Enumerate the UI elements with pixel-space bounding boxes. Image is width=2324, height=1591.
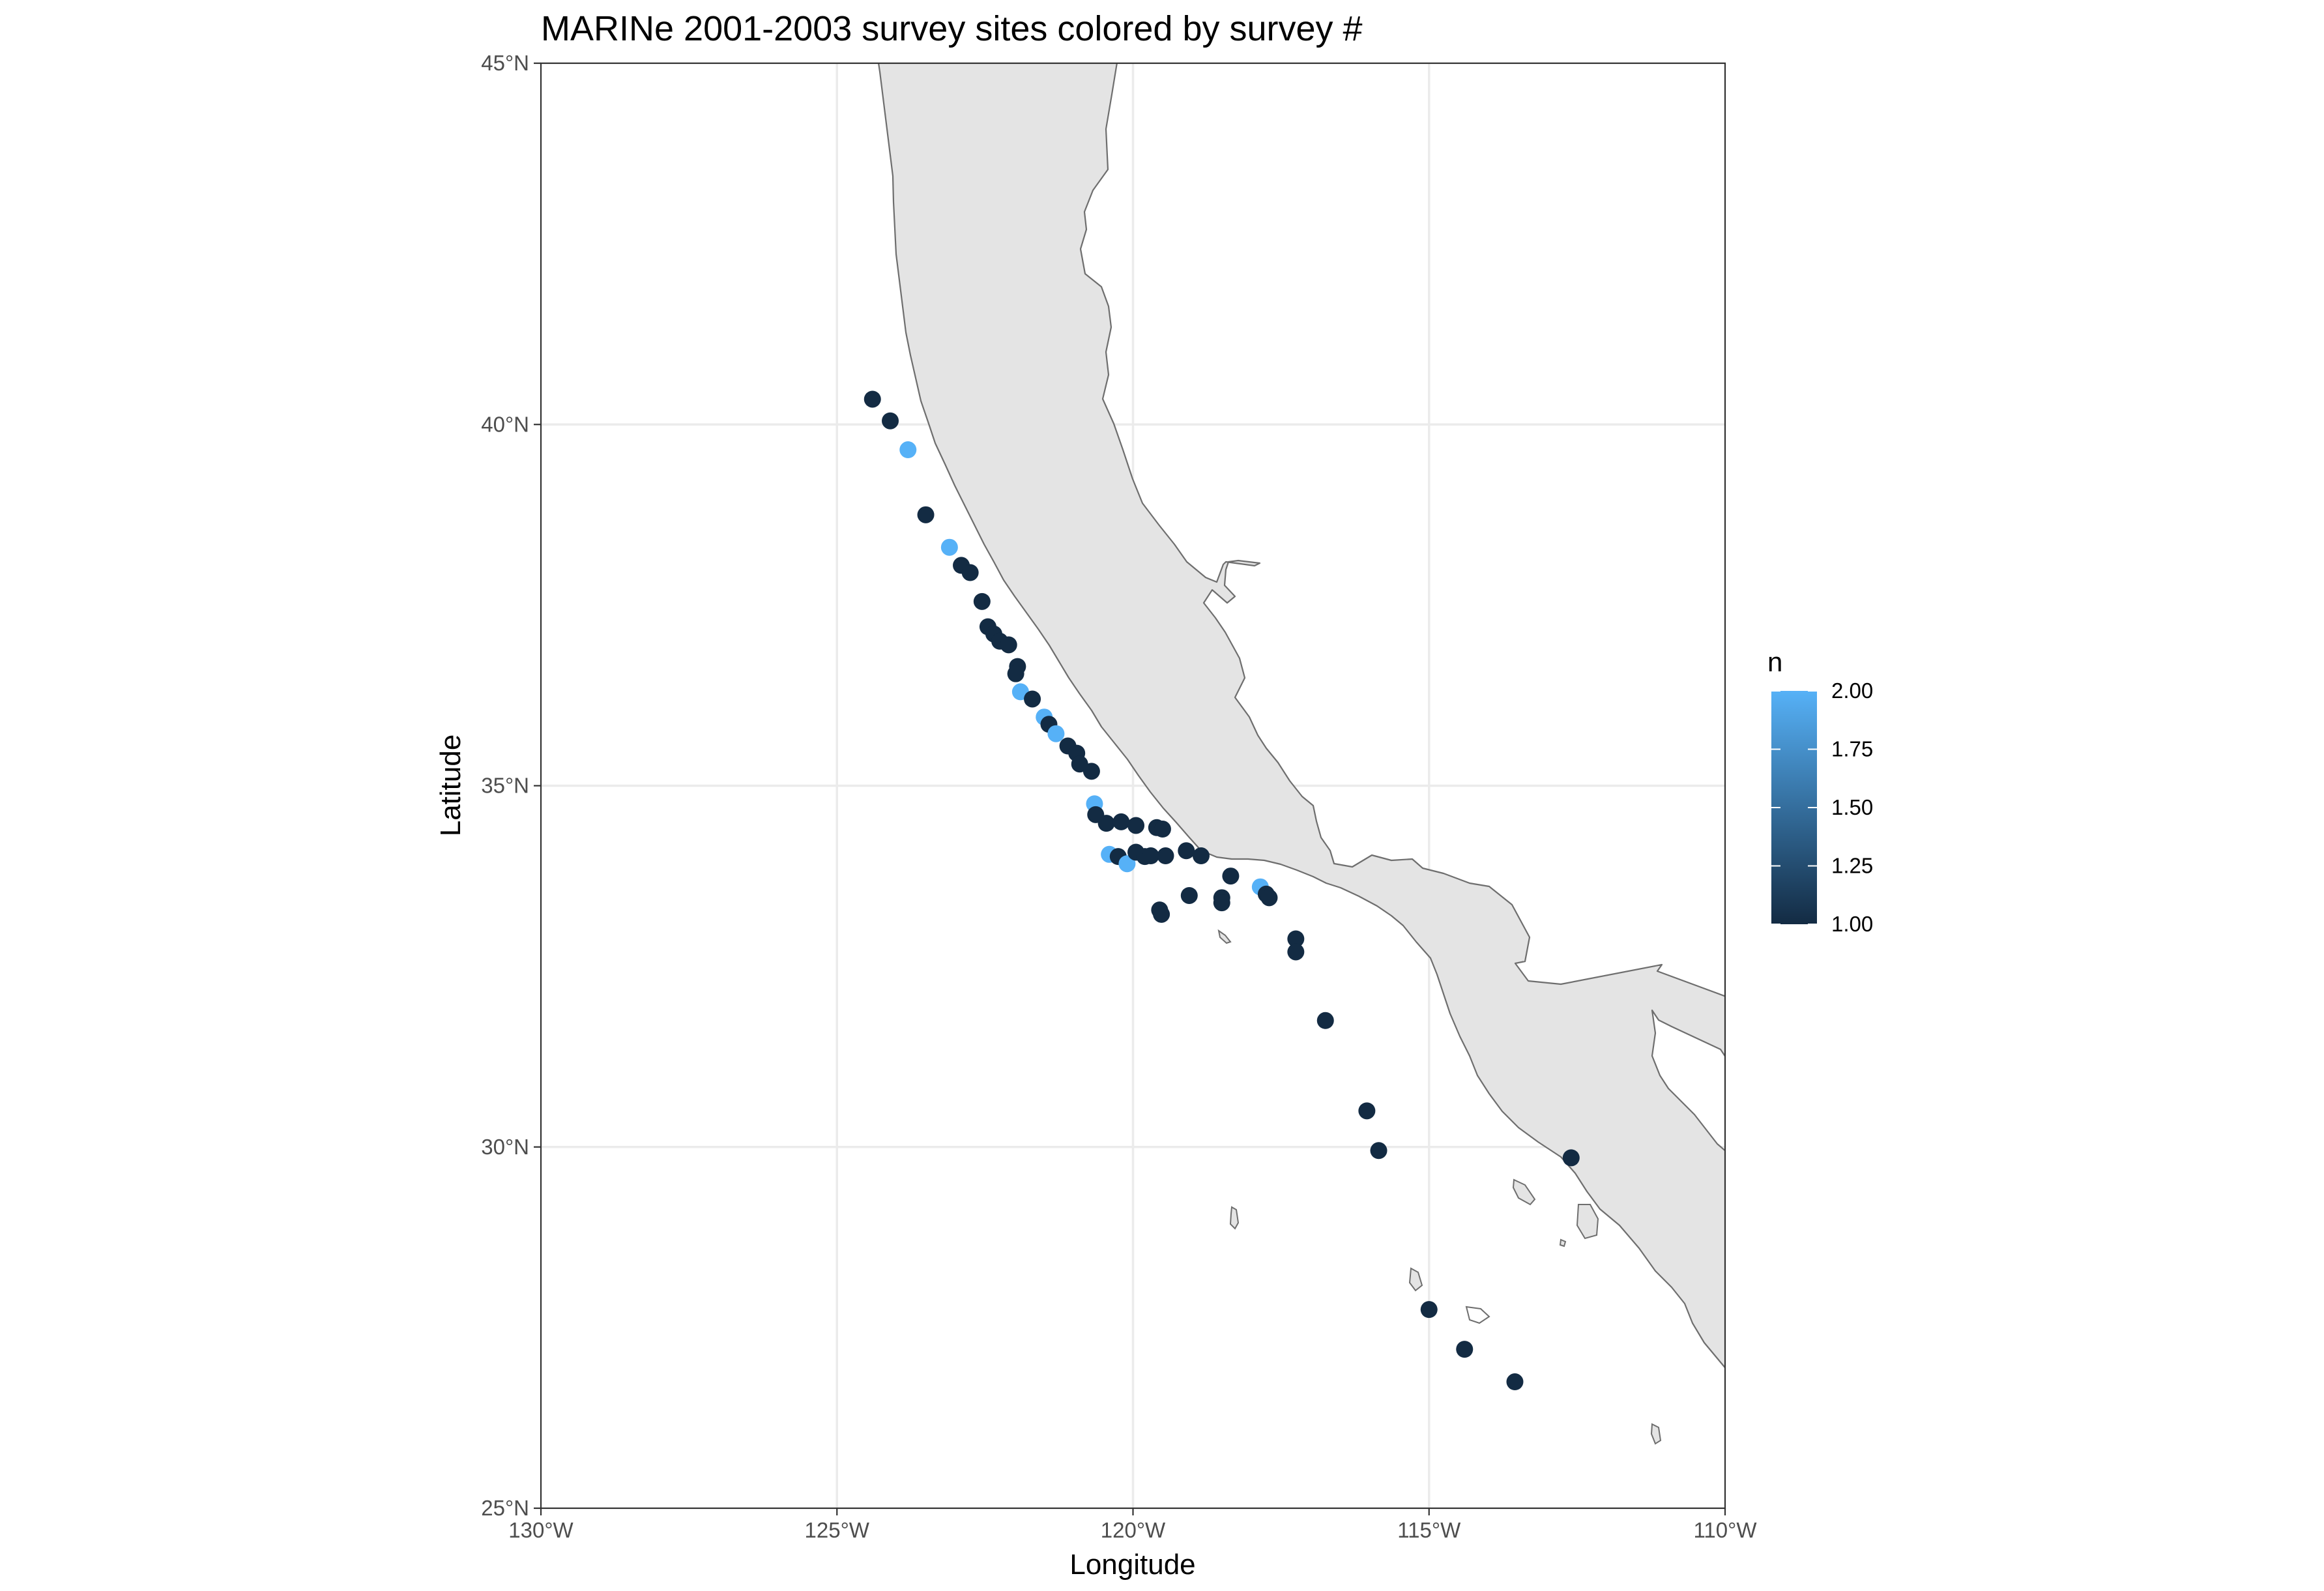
x-axis-title: Longitude <box>1069 1549 1195 1581</box>
survey-site-point-4 <box>940 538 958 556</box>
survey-site-point-54 <box>1420 1301 1438 1319</box>
survey-site-point-42 <box>1260 889 1278 907</box>
chart-title: MARINe 2001-2003 survey sites colored by… <box>541 9 1363 48</box>
survey-site-point-52 <box>1370 1142 1387 1160</box>
survey-site-point-47 <box>1153 905 1170 923</box>
survey-site-point-18 <box>1047 725 1065 742</box>
x-tick-label-4: 110°W <box>1694 1518 1758 1542</box>
x-tick-label-0: 130°W <box>508 1518 574 1542</box>
baja-bay-inlet <box>1465 1306 1490 1324</box>
survey-site-point-0 <box>864 390 881 408</box>
survey-site-point-27 <box>1127 817 1145 834</box>
survey-site-points <box>864 390 1580 1391</box>
legend-title: n <box>1767 647 1782 677</box>
y-tick-label-4: 45°N <box>481 51 529 75</box>
survey-site-point-25 <box>1097 815 1115 832</box>
survey-site-point-26 <box>1112 813 1130 830</box>
color-legend: n 2.00 1.75 1.50 1.25 1.00 <box>1767 647 1873 936</box>
survey-site-point-37 <box>1142 847 1159 865</box>
santa-catalina-island <box>1217 929 1232 944</box>
survey-site-point-2 <box>899 441 917 459</box>
survey-site-point-1 <box>882 412 899 430</box>
survey-site-point-49 <box>1287 943 1305 961</box>
survey-site-point-34 <box>1118 855 1136 873</box>
survey-site-point-50 <box>1316 1012 1334 1029</box>
survey-site-point-43 <box>1180 886 1198 904</box>
survey-site-point-15 <box>1024 690 1041 708</box>
legend-label-1: 1.75 <box>1831 737 1873 761</box>
survey-site-point-48 <box>1287 930 1305 948</box>
survey-site-point-39 <box>1222 868 1240 885</box>
survey-site-point-11 <box>1000 636 1017 654</box>
y-tick-label-1: 30°N <box>481 1135 529 1159</box>
survey-site-point-45 <box>1213 894 1230 912</box>
y-axis-title: Latitude <box>435 735 467 837</box>
legend-label-4: 1.00 <box>1831 912 1873 936</box>
legend-label-2: 1.50 <box>1831 795 1873 819</box>
graticule <box>541 63 1725 1508</box>
survey-site-point-22 <box>1082 763 1100 780</box>
x-tick-label-3: 115°W <box>1397 1518 1461 1542</box>
x-tick-label-2: 120°W <box>1101 1518 1166 1542</box>
cedros-island <box>1408 1267 1423 1292</box>
guadalupe-island <box>1229 1206 1240 1230</box>
land-layer <box>877 63 1725 1445</box>
survey-site-point-53 <box>1562 1149 1580 1167</box>
y-tick-label-2: 35°N <box>481 774 529 798</box>
survey-site-point-55 <box>1456 1341 1474 1358</box>
legend-label-0: 2.00 <box>1831 679 1873 703</box>
y-tick-label-3: 40°N <box>481 412 529 436</box>
x-tick-label-1: 125°W <box>805 1518 870 1542</box>
tiburon-island <box>1576 1204 1599 1240</box>
y-tick-label-0: 25°N <box>481 1496 529 1520</box>
x-axis: 130°W 125°W 120°W 115°W 110°W <box>508 1508 1757 1542</box>
survey-site-point-29 <box>1154 821 1171 838</box>
survey-site-point-13 <box>1007 665 1024 682</box>
survey-site-point-3 <box>917 506 935 523</box>
legend-ticks: 2.00 1.75 1.50 1.25 1.00 <box>1771 679 1873 936</box>
survey-site-point-6 <box>961 564 979 581</box>
san-esteban-island <box>1559 1238 1567 1248</box>
y-axis: 25°N 30°N 35°N 40°N 45°N <box>481 51 541 1520</box>
legend-label-3: 1.25 <box>1831 854 1873 878</box>
survey-site-point-7 <box>973 592 991 610</box>
north-america-landmass <box>877 63 1725 1369</box>
survey-site-point-51 <box>1358 1102 1376 1120</box>
survey-site-point-56 <box>1506 1373 1524 1391</box>
angel-de-la-guarda-island <box>1512 1178 1536 1206</box>
survey-site-point-31 <box>1192 847 1210 865</box>
survey-site-point-38 <box>1157 847 1174 865</box>
survey-site-point-30 <box>1178 842 1195 860</box>
carmen-island <box>1650 1423 1662 1445</box>
